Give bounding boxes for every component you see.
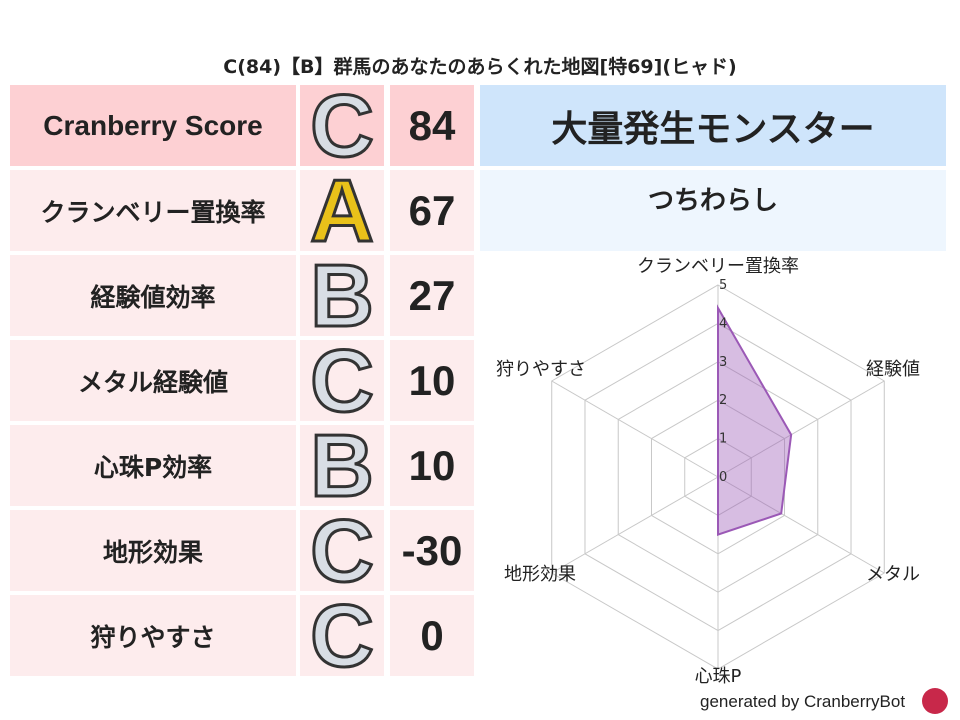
tick-label: 1 <box>719 432 727 447</box>
axis-label: クランベリー置換率 <box>637 256 799 277</box>
row-value: 27 <box>390 255 474 336</box>
axis-label: 狩りやすさ <box>496 359 586 380</box>
tick-label: 5 <box>719 278 727 293</box>
grade-badge: A <box>300 165 384 256</box>
grade-badge: B <box>300 420 384 511</box>
grid-spoke <box>717 380 885 478</box>
row-value: -30 <box>390 510 474 591</box>
grade-letter: C <box>309 75 376 175</box>
axis-label: 地形効果 <box>504 564 576 585</box>
row-label: Cranberry Score <box>10 85 296 166</box>
monster-heading: 大量発生モンスター <box>480 85 946 166</box>
grade-badge: B <box>300 250 384 341</box>
grade-badge: C <box>300 335 384 426</box>
grade-badge: C <box>300 505 384 596</box>
grade-badge: C <box>300 80 384 171</box>
grade-letter: C <box>309 330 376 430</box>
grade-letter: B <box>309 415 376 515</box>
row-value: 0 <box>390 595 474 676</box>
monster-name: つちわらし <box>480 170 946 251</box>
tick-label: 2 <box>719 393 727 408</box>
row-label: メタル経験値 <box>10 340 296 421</box>
grade-badge: C <box>300 590 384 681</box>
footer-credit: generated by CranberryBot <box>700 692 906 711</box>
score-row: 経験値効率 B 27 <box>10 250 474 341</box>
tick-label: 0 <box>719 470 727 485</box>
grade-letter: C <box>309 585 376 685</box>
row-label: 地形効果 <box>10 510 296 591</box>
row-label: 心珠P効率 <box>10 425 296 506</box>
score-row: Cranberry Score C 84 <box>10 80 474 171</box>
grade-letter: C <box>309 500 376 600</box>
row-label: 狩りやすさ <box>10 595 296 676</box>
score-row: 心珠P効率 B 10 <box>10 420 474 511</box>
tick-label: 4 <box>719 316 727 331</box>
row-label: クランベリー置換率 <box>10 170 296 251</box>
axis-label: 心珠P <box>695 666 742 687</box>
row-value: 10 <box>390 425 474 506</box>
score-row: クランベリー置換率 A 67 <box>10 165 474 256</box>
axis-label: メタル <box>866 564 920 585</box>
row-value: 67 <box>390 170 474 251</box>
score-row: 狩りやすさ C 0 <box>10 590 474 681</box>
score-row: 地形効果 C -30 <box>10 505 474 596</box>
row-label: 経験値効率 <box>10 255 296 336</box>
grade-letter: B <box>309 245 376 345</box>
grid-spoke <box>551 380 719 478</box>
cranberry-mascot-icon <box>922 688 948 714</box>
grid-spoke <box>717 476 885 574</box>
grade-letter: A <box>309 160 376 260</box>
data-area <box>717 304 793 536</box>
page-title: C(84)【B】群馬のあなたのあらくれた地図[特69](ヒャド) <box>223 56 737 78</box>
grid-spoke <box>551 476 719 574</box>
score-row: メタル経験値 C 10 <box>10 335 474 426</box>
axis-label: 経験値 <box>866 359 920 380</box>
row-value: 10 <box>390 340 474 421</box>
tick-label: 3 <box>719 355 727 370</box>
row-value: 84 <box>390 85 474 166</box>
